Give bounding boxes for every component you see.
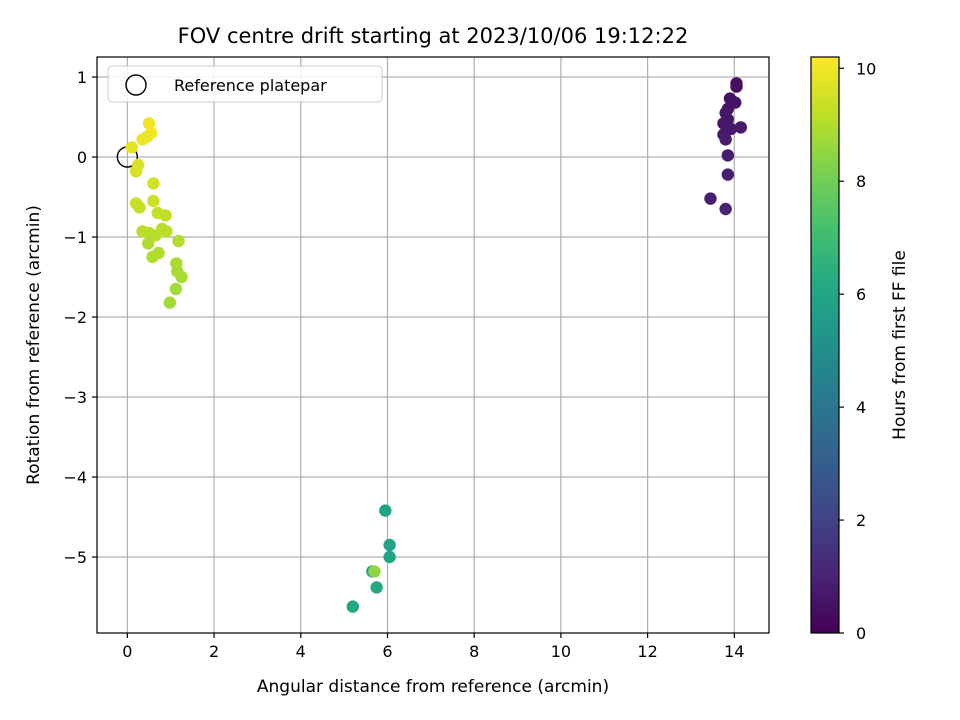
chart-title: FOV centre drift starting at 2023/10/06 … <box>178 24 689 48</box>
data-point <box>172 234 185 248</box>
legend: Reference platepar <box>107 65 383 103</box>
data-point <box>734 121 748 134</box>
y-axis-label: Rotation from reference (arcmin) <box>24 205 44 485</box>
colorbar-tick-label: 0 <box>856 624 866 643</box>
data-point <box>129 165 143 178</box>
y-tick-label: −2 <box>63 308 87 327</box>
data-point <box>140 130 154 144</box>
data-point <box>160 225 173 238</box>
data-point <box>383 538 396 552</box>
data-point <box>379 504 392 517</box>
data-point <box>383 550 396 564</box>
colorbar-ticks: 0 2 4 6 8 10 <box>839 59 876 643</box>
data-point <box>141 237 155 250</box>
x-axis-ticks: 0 2 4 6 8 10 12 14 <box>122 633 744 661</box>
colorbar-tick-label: 2 <box>856 511 866 530</box>
colorbar-tick-label: 8 <box>856 172 866 191</box>
data-point <box>719 202 732 216</box>
x-tick-label: 2 <box>209 642 219 661</box>
data-point <box>346 600 359 613</box>
data-point <box>125 141 138 154</box>
data-point <box>370 581 383 594</box>
data-point <box>147 194 160 208</box>
colorbar: 0 2 4 6 8 10 Hours from first FF file <box>810 56 910 643</box>
data-point <box>142 117 156 130</box>
x-tick-label: 14 <box>724 642 744 661</box>
data-point <box>175 270 188 284</box>
y-tick-label: −4 <box>63 468 87 487</box>
y-tick-label: −1 <box>63 228 87 247</box>
data-point <box>149 229 162 242</box>
data-point <box>719 133 732 146</box>
x-tick-label: 4 <box>296 642 306 661</box>
data-points <box>116 77 748 613</box>
x-tick-label: 12 <box>637 642 657 661</box>
legend-reference-marker <box>125 74 147 96</box>
legend-box <box>107 65 383 103</box>
y-tick-label: 1 <box>77 68 87 87</box>
colorbar-label: Hours from first FF file <box>890 250 910 440</box>
colorbar-tick-label: 6 <box>856 285 866 304</box>
x-tick-label: 6 <box>382 642 392 661</box>
legend-label: Reference platepar <box>174 76 327 95</box>
y-axis-ticks: 1 0 −1 −2 −3 −4 −5 <box>63 68 97 567</box>
x-axis-label: Angular distance from reference (arcmin) <box>257 677 609 697</box>
data-point <box>146 250 159 264</box>
colorbar-gradient <box>810 56 840 634</box>
x-tick-label: 8 <box>469 642 479 661</box>
data-point <box>721 168 735 181</box>
data-point <box>730 80 743 93</box>
data-point <box>721 149 735 162</box>
data-point <box>147 177 160 190</box>
x-tick-label: 0 <box>122 642 132 661</box>
data-point <box>163 296 177 309</box>
plot-frame <box>96 56 770 634</box>
y-tick-label: −3 <box>63 388 87 407</box>
data-point <box>704 192 717 205</box>
data-point <box>169 282 183 296</box>
grid-lines <box>97 57 769 633</box>
colorbar-tick-label: 10 <box>856 59 876 78</box>
data-point <box>368 565 381 578</box>
data-point <box>159 209 172 222</box>
data-point <box>133 201 146 214</box>
y-tick-label: −5 <box>63 548 87 567</box>
y-tick-label: 0 <box>77 148 87 167</box>
x-tick-label: 10 <box>551 642 571 661</box>
colorbar-tick-label: 4 <box>856 398 866 417</box>
